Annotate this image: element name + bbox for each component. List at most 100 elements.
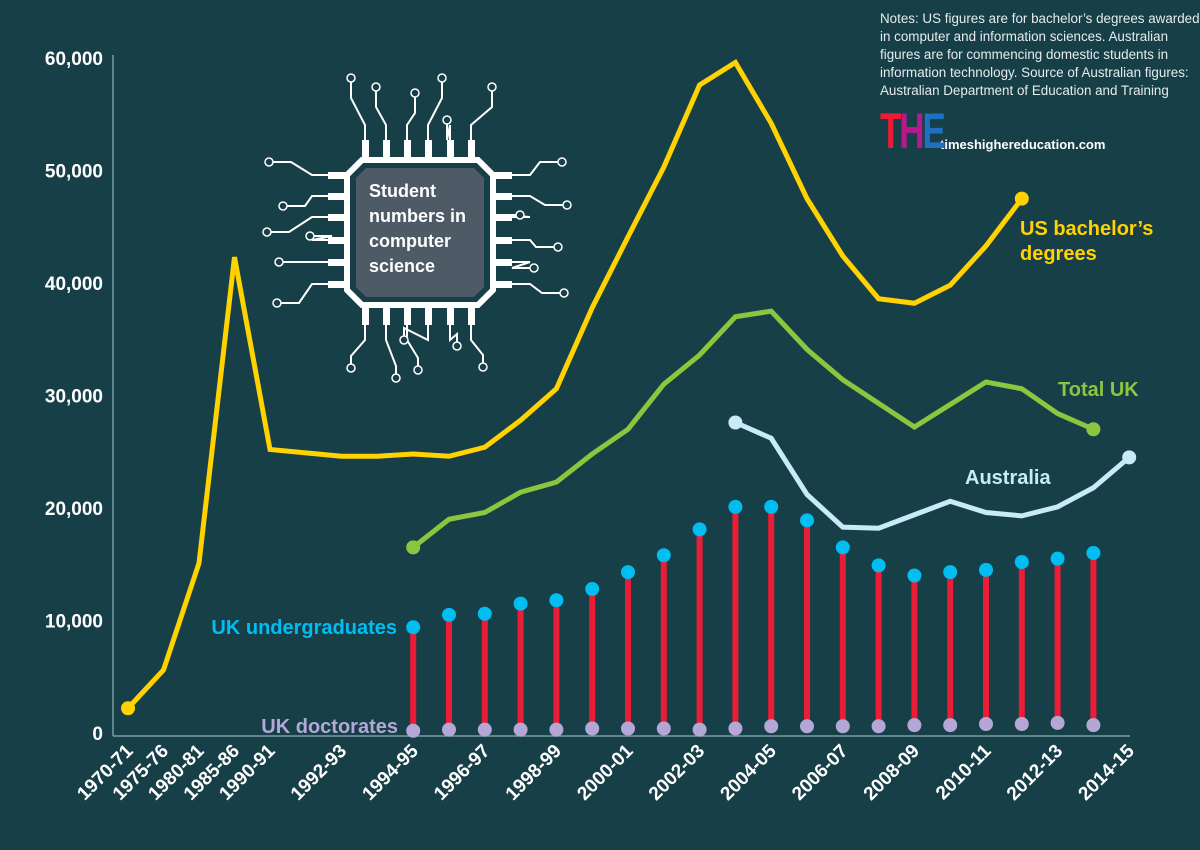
- chip-pin: [328, 259, 346, 266]
- uk-undergraduates-dot: [477, 606, 492, 621]
- uk-doctorates-dot: [943, 718, 958, 733]
- chip-trace-node: [410, 88, 420, 98]
- chip-trace: [375, 91, 387, 140]
- uk-doctorates-dot: [800, 719, 814, 734]
- label-total-uk: Total UK: [1058, 379, 1139, 401]
- uk-doctorates-dot: [1086, 718, 1101, 733]
- chip-trace-node: [399, 335, 409, 345]
- chip-trace: [281, 283, 328, 304]
- y-tick-label: 0: [92, 724, 103, 745]
- y-tick-label: 60,000: [45, 49, 103, 70]
- chip-trace-node: [452, 341, 462, 351]
- chip-trace-node: [262, 227, 272, 237]
- chip-trace: [512, 283, 560, 294]
- chip-trace: [511, 261, 531, 269]
- chip-trace: [449, 325, 458, 343]
- chip-pin: [494, 214, 512, 221]
- chip-trace: [350, 82, 366, 140]
- australia-start-dot: [728, 415, 743, 430]
- x-tick-label: 1998-99: [502, 741, 566, 805]
- total-uk-line: [411, 308, 1095, 550]
- x-tick-label: 2006-07: [788, 741, 852, 805]
- uk-undergraduates-dot: [764, 499, 779, 514]
- chip-pin: [328, 193, 346, 200]
- uk-undergraduates-dot: [621, 565, 635, 580]
- chip-trace-node: [264, 157, 274, 167]
- chip-trace: [350, 325, 366, 364]
- label-us-part: degrees: [1020, 243, 1097, 265]
- uk-undergraduates-dot: [907, 568, 922, 583]
- uk-doctorates-dot: [656, 721, 671, 736]
- chip-pin: [425, 140, 432, 158]
- x-tick-label: 2000-01: [573, 740, 637, 804]
- chip-trace-node: [391, 373, 401, 383]
- y-ticks: 0 10,000 20,000 30,000 40,000 50,000 60,000: [45, 49, 103, 745]
- us-start-dot: [121, 701, 135, 716]
- uk-doctorates-dot: [764, 719, 779, 734]
- uk-doctorates-dot: [835, 719, 850, 734]
- chip-pin: [328, 214, 346, 221]
- label-us-line1: US bachelor’s degrees: [1020, 218, 1153, 265]
- uk-doctorates-dot: [1014, 717, 1029, 731]
- uk-undergraduates-dot: [979, 562, 993, 577]
- chip-trace-node: [559, 288, 569, 298]
- uk-undergraduates-dot: [871, 558, 886, 573]
- chip-trace: [271, 216, 328, 233]
- x-tick-label: 2010-11: [932, 740, 996, 804]
- uk-undergraduates-dot: [549, 593, 564, 608]
- uk-doctorates-dot: [1050, 715, 1065, 730]
- chip-trace-node: [553, 242, 563, 252]
- axes: [112, 55, 1130, 737]
- chip-pin: [494, 172, 512, 179]
- total-uk-start-dot: [406, 540, 421, 555]
- chip-pin: [494, 281, 512, 288]
- chip-core: [356, 168, 484, 297]
- label-us-part: US bachelor’s: [1020, 218, 1153, 240]
- uk-doctorates-dot: [406, 723, 421, 738]
- chip-trace: [512, 239, 554, 248]
- chip-trace-node: [274, 257, 284, 267]
- chip-pin: [425, 307, 432, 325]
- uk-doctorates-dot: [692, 722, 707, 737]
- x-tick-label: 2004-05: [717, 740, 781, 804]
- chip-trace: [273, 161, 328, 176]
- notes-text: Notes: US figures are for bachelor’s deg…: [880, 11, 1200, 98]
- chip-title-line: Student: [369, 181, 436, 201]
- chip-pin: [328, 281, 346, 288]
- uk-doctorates-dot: [513, 722, 528, 737]
- chip-trace: [406, 97, 416, 140]
- uk-undergraduates-dot: [943, 565, 958, 580]
- x-tick-label: 1992-93: [287, 741, 351, 805]
- uk-undergraduates-dot: [442, 607, 456, 622]
- site-url[interactable]: timeshighereducation.com: [940, 137, 1106, 152]
- label-uk-doctorates: UK doctorates: [261, 716, 398, 738]
- uk-undergraduates-dot: [513, 596, 528, 611]
- chip-trace: [287, 195, 328, 207]
- chip-pin: [383, 307, 390, 325]
- total-uk-end-dot: [1086, 422, 1101, 437]
- uk-doctorates-dot: [549, 722, 564, 737]
- chip-title-line: science: [369, 256, 435, 276]
- chip-pin: [468, 140, 475, 158]
- chip-pin: [404, 307, 411, 325]
- chip-pin: [447, 307, 454, 325]
- chip-trace-node: [442, 115, 452, 125]
- chip-pin: [404, 140, 411, 158]
- chip-trace: [385, 325, 397, 374]
- y-tick-label: 30,000: [45, 387, 103, 408]
- chip-pin: [447, 140, 454, 158]
- uk-undergraduates-dot: [800, 513, 814, 528]
- chip-trace-node: [515, 210, 525, 220]
- x-tick-label: 2008-09: [860, 741, 924, 805]
- australia-line: [734, 420, 1131, 531]
- chip-illustration: Student numbers in computer science: [262, 73, 572, 383]
- chip-pin: [362, 307, 369, 325]
- chip-pin: [383, 140, 390, 158]
- uk-undergraduates-dot: [585, 582, 600, 596]
- uk-doctorates-dot: [979, 717, 993, 731]
- x-tick-label: 2012-13: [1003, 741, 1067, 805]
- chip-pin: [494, 259, 512, 266]
